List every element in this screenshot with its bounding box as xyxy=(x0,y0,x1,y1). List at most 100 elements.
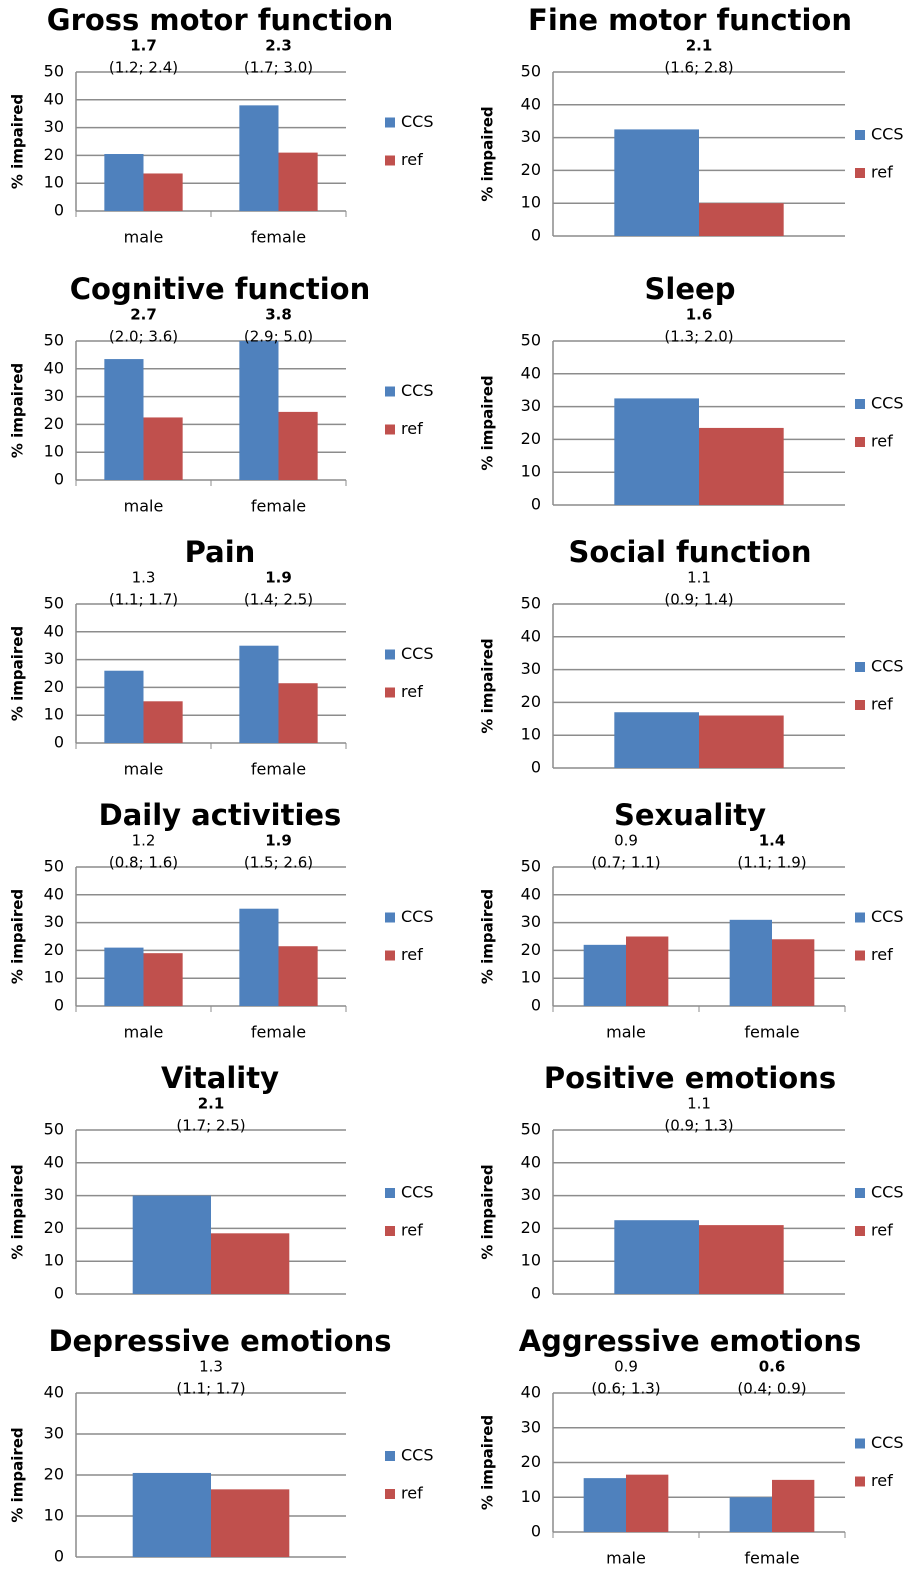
y-tick-label: 40 xyxy=(44,1152,64,1171)
y-axis-label: % impaired xyxy=(479,638,497,733)
y-tick-label: 0 xyxy=(531,495,541,514)
chart-title: Gross motor function xyxy=(47,3,393,37)
bar xyxy=(583,944,626,1006)
y-tick-label: 30 xyxy=(521,127,541,146)
legend-label: ref xyxy=(401,1221,423,1240)
odds-ratio: 1.3 xyxy=(132,569,156,587)
odds-ratio: 2.7 xyxy=(130,306,157,324)
y-tick-label: 30 xyxy=(44,117,64,136)
chart-panel: Daily activities % impaired 0 10 20 30 40 50 mal… xyxy=(9,798,434,1042)
chart-title: Positive emotions xyxy=(544,1061,836,1095)
legend-swatch xyxy=(385,950,395,961)
y-tick-label: 50 xyxy=(44,857,64,876)
x-tick-label: male xyxy=(606,1549,646,1568)
odds-ratio: 0.9 xyxy=(614,1358,638,1376)
y-axis-label: % impaired xyxy=(9,94,27,189)
odds-ratio: 1.1 xyxy=(687,569,711,587)
y-tick-label: 20 xyxy=(521,1452,541,1471)
chart-title: Daily activities xyxy=(99,798,342,832)
chart-panel: Fine motor function % impaired 0 10 20 30 40 50… xyxy=(479,3,904,245)
chart-panel: Social function % impaired 0 10 20 30 40 50 1.1 (… xyxy=(479,535,904,777)
bar xyxy=(143,953,183,1006)
legend-swatch xyxy=(855,168,865,178)
legend-swatch xyxy=(385,1489,395,1499)
legend-label: CCS xyxy=(401,112,434,131)
confidence-interval: (0.8; 1.6) xyxy=(109,854,178,872)
bar xyxy=(583,1478,626,1532)
legend-swatch xyxy=(855,1438,865,1449)
y-tick-label: 40 xyxy=(521,884,541,903)
x-tick-label: male xyxy=(124,760,164,779)
legend-label: ref xyxy=(871,1221,893,1240)
legend-swatch xyxy=(385,155,395,166)
confidence-interval: (0.4; 0.9) xyxy=(737,1380,806,1398)
y-tick-label: 10 xyxy=(44,173,64,192)
chart-panel: Cognitive function % impaired 0 10 20 30 40 50 m… xyxy=(9,272,434,516)
y-tick-label: 20 xyxy=(521,692,541,711)
odds-ratio: 1.9 xyxy=(265,832,292,850)
y-tick-label: 30 xyxy=(44,649,64,668)
bar xyxy=(239,908,279,1006)
y-tick-label: 30 xyxy=(521,1417,541,1436)
odds-ratio: 1.3 xyxy=(199,1358,223,1376)
bar xyxy=(614,129,699,236)
legend-swatch xyxy=(855,662,865,672)
legend-label: CCS xyxy=(871,1183,904,1202)
bar xyxy=(104,359,144,480)
chart-title: Depressive emotions xyxy=(48,1324,391,1358)
confidence-interval: (1.7; 2.5) xyxy=(176,1117,245,1135)
y-tick-label: 50 xyxy=(521,594,541,613)
chart-title: Sleep xyxy=(645,272,736,306)
odds-ratio: 1.4 xyxy=(759,832,786,850)
bar xyxy=(772,939,815,1006)
bar xyxy=(211,1233,290,1294)
odds-ratio: 1.2 xyxy=(132,832,156,850)
bar xyxy=(239,645,279,743)
bar xyxy=(626,936,669,1006)
confidence-interval: (1.1; 1.7) xyxy=(109,591,178,609)
y-tick-label: 30 xyxy=(44,386,64,405)
y-tick-label: 10 xyxy=(521,725,541,744)
legend-swatch xyxy=(855,130,865,140)
y-tick-label: 0 xyxy=(54,733,64,752)
y-tick-label: 20 xyxy=(521,1218,541,1237)
legend-swatch xyxy=(385,117,395,128)
y-tick-label: 0 xyxy=(531,1284,541,1303)
confidence-interval: (1.2; 2.4) xyxy=(109,59,178,77)
y-tick-label: 40 xyxy=(521,626,541,645)
odds-ratio: 1.6 xyxy=(686,306,713,324)
y-tick-label: 20 xyxy=(44,1218,64,1237)
odds-ratio: 2.3 xyxy=(265,37,292,55)
y-tick-label: 40 xyxy=(44,1383,64,1402)
odds-ratio: 1.9 xyxy=(265,569,292,587)
odds-ratio: 1.1 xyxy=(687,1095,711,1113)
legend-swatch xyxy=(855,1188,865,1198)
odds-ratio: 2.1 xyxy=(686,37,713,55)
y-tick-label: 20 xyxy=(44,414,64,433)
chart-title: Social function xyxy=(568,535,811,569)
y-tick-label: 10 xyxy=(44,1251,64,1270)
y-tick-label: 10 xyxy=(521,193,541,212)
legend-swatch xyxy=(855,950,865,961)
legend-swatch xyxy=(385,386,395,397)
x-tick-label: female xyxy=(251,228,306,247)
legend-label: CCS xyxy=(871,125,904,144)
chart-panel: Aggressive emotions % impaired 0 10 20 30 40 ma… xyxy=(479,1324,904,1568)
bar xyxy=(626,1474,669,1532)
legend-swatch xyxy=(385,1188,395,1198)
odds-ratio: 0.9 xyxy=(614,832,638,850)
legend-swatch xyxy=(385,687,395,698)
legend-label: CCS xyxy=(871,394,904,413)
confidence-interval: (0.9; 1.3) xyxy=(664,1117,733,1135)
chart-panel: Positive emotions % impaired 0 10 20 30 40 50 1.… xyxy=(479,1061,904,1303)
chart-title: Vitality xyxy=(161,1061,279,1095)
legend-label: ref xyxy=(401,419,423,438)
chart-panel: Gross motor function % impaired 0 10 20 30 40 5… xyxy=(9,3,434,247)
bar xyxy=(278,683,318,743)
x-tick-label: female xyxy=(251,760,306,779)
y-tick-label: 10 xyxy=(44,968,64,987)
confidence-interval: (0.9; 1.4) xyxy=(664,591,733,609)
y-tick-label: 0 xyxy=(531,996,541,1015)
y-tick-label: 10 xyxy=(521,1487,541,1506)
chart-panel: Pain % impaired 0 10 20 30 40 50 male 1.3 (1.1; 1.… xyxy=(9,535,434,779)
